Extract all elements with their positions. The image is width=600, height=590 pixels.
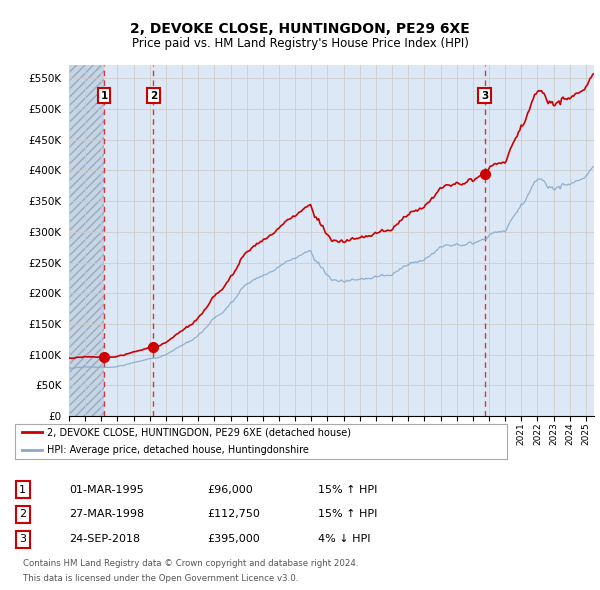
Text: 24-SEP-2018: 24-SEP-2018 (69, 535, 140, 544)
Text: Contains HM Land Registry data © Crown copyright and database right 2024.: Contains HM Land Registry data © Crown c… (23, 559, 358, 568)
Text: 15% ↑ HPI: 15% ↑ HPI (318, 485, 377, 494)
Text: 2, DEVOKE CLOSE, HUNTINGDON, PE29 6XE (detached house): 2, DEVOKE CLOSE, HUNTINGDON, PE29 6XE (d… (47, 427, 351, 437)
Text: 27-MAR-1998: 27-MAR-1998 (69, 510, 144, 519)
Text: 15% ↑ HPI: 15% ↑ HPI (318, 510, 377, 519)
Text: 2, DEVOKE CLOSE, HUNTINGDON, PE29 6XE: 2, DEVOKE CLOSE, HUNTINGDON, PE29 6XE (130, 22, 470, 37)
Text: This data is licensed under the Open Government Licence v3.0.: This data is licensed under the Open Gov… (23, 574, 298, 583)
Text: £112,750: £112,750 (207, 510, 260, 519)
Text: 01-MAR-1995: 01-MAR-1995 (69, 485, 144, 494)
Text: 1: 1 (100, 91, 107, 100)
Text: 1: 1 (19, 485, 26, 494)
Text: 3: 3 (481, 91, 488, 100)
Text: 2: 2 (150, 91, 157, 100)
Text: 4% ↓ HPI: 4% ↓ HPI (318, 535, 371, 544)
Text: £395,000: £395,000 (207, 535, 260, 544)
Text: 3: 3 (19, 535, 26, 544)
Text: Price paid vs. HM Land Registry's House Price Index (HPI): Price paid vs. HM Land Registry's House … (131, 37, 469, 50)
Bar (69, 48, 104, 416)
Text: HPI: Average price, detached house, Huntingdonshire: HPI: Average price, detached house, Hunt… (47, 445, 309, 455)
Text: 2: 2 (19, 510, 26, 519)
Text: £96,000: £96,000 (207, 485, 253, 494)
